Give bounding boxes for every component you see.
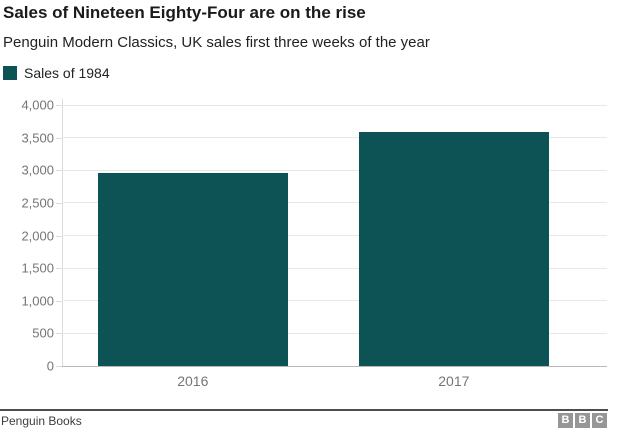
plot-area — [62, 104, 607, 367]
y-tick-label: 3,500 — [21, 130, 54, 146]
y-tick-mark — [56, 235, 62, 237]
chart-subtitle: Penguin Modern Classics, UK sales first … — [3, 34, 430, 51]
bbc-logo-block-c: C — [592, 413, 607, 428]
y-tick-label: 3,000 — [21, 162, 54, 178]
gridline-0 — [62, 365, 607, 367]
y-tick-label: 1,500 — [21, 260, 54, 276]
bbc-logo-block-b1: B — [558, 413, 573, 428]
y-tick-mark — [56, 300, 62, 302]
bar-2017 — [358, 131, 549, 366]
footer-divider — [0, 409, 608, 411]
y-tick-mark — [56, 170, 62, 172]
gridline-4000 — [62, 104, 607, 106]
gridline-1500 — [62, 267, 607, 269]
y-tick-label: 2,000 — [21, 228, 54, 243]
legend-swatch — [3, 66, 17, 80]
gridline-2000 — [62, 235, 607, 236]
y-tick-mark — [56, 137, 62, 139]
y-tick-mark — [56, 105, 62, 106]
bbc-logo: B B C — [558, 413, 607, 428]
y-tick-label: 0 — [46, 358, 54, 374]
gridline-3500 — [62, 137, 607, 139]
x-tick-label-2017: 2017 — [438, 373, 470, 389]
gridline-2500 — [62, 202, 607, 204]
y-tick-label: 4,000 — [21, 97, 54, 113]
gridline-3000 — [62, 169, 607, 171]
y-tick-mark — [56, 202, 62, 204]
y-tick-mark — [56, 333, 62, 335]
legend-label: Sales of 1984 — [24, 65, 110, 81]
chart-title: Sales of Nineteen Eighty-Four are on the… — [3, 3, 366, 22]
legend: Sales of 1984 — [3, 65, 110, 81]
source-label: Penguin Books — [1, 414, 82, 428]
gridline-500 — [62, 332, 607, 334]
y-tick-mark — [56, 268, 62, 270]
y-tick-label: 1,000 — [21, 293, 54, 309]
bar-2016 — [97, 172, 288, 366]
y-tick-label: 500 — [32, 325, 54, 341]
gridline-1000 — [62, 300, 607, 302]
y-tick-mark — [56, 366, 62, 367]
x-tick-label-2016: 2016 — [177, 373, 209, 389]
bbc-logo-block-b2: B — [575, 413, 590, 428]
y-axis-line — [62, 99, 63, 366]
y-tick-label: 2,500 — [21, 195, 54, 211]
